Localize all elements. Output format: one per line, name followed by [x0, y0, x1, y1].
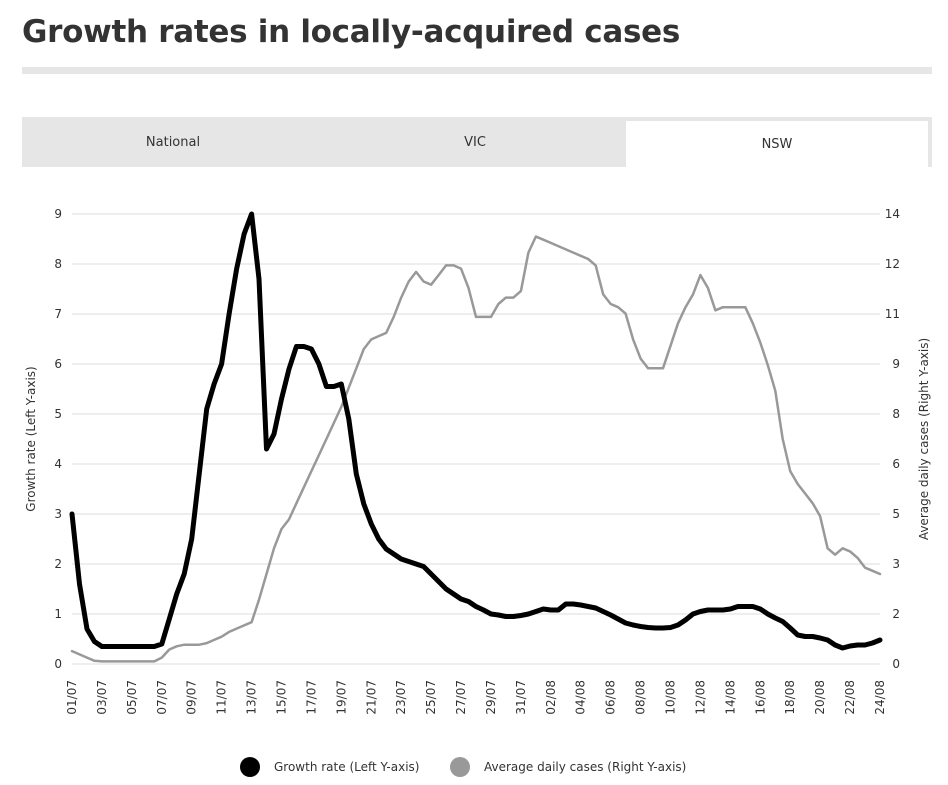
x-tick-label: 04/08 — [574, 680, 588, 715]
tab-vic-label: VIC — [464, 134, 486, 150]
x-tick-label: 09/07 — [185, 680, 199, 715]
right-y-tick-label: 0 — [892, 657, 900, 671]
right-y-tick-label: 11 — [885, 307, 900, 321]
x-tick-label: 05/07 — [125, 680, 139, 715]
legend-swatch-growth-rate — [240, 757, 260, 777]
x-tick-label: 16/08 — [753, 680, 767, 715]
page-title: Growth rates in locally-acquired cases — [22, 14, 680, 50]
left-y-tick-label: 2 — [54, 557, 62, 571]
left-y-tick-label: 9 — [54, 207, 62, 221]
tab-nsw-label: NSW — [761, 136, 793, 152]
tab-national[interactable]: National — [22, 117, 324, 167]
legend-item-growth-rate[interactable]: Growth rate (Left Y-axis) — [240, 757, 419, 777]
x-tick-label: 10/08 — [664, 680, 678, 715]
right-y-tick-label: 12 — [885, 257, 900, 271]
tab-nsw[interactable]: NSW — [626, 121, 928, 167]
legend-label-growth-rate: Growth rate (Left Y-axis) — [274, 760, 420, 774]
x-tick-label: 01/07 — [65, 680, 79, 715]
left-y-tick-label: 3 — [54, 507, 62, 521]
x-tick-label: 11/07 — [215, 680, 229, 715]
x-tick-label: 22/08 — [843, 680, 857, 715]
title-divider — [22, 67, 932, 74]
x-tick-label: 03/07 — [95, 680, 109, 715]
left-y-tick-label: 0 — [54, 657, 62, 671]
chart-legend: Growth rate (Left Y-axis) Average daily … — [0, 757, 948, 779]
left-y-tick-label: 7 — [54, 307, 62, 321]
x-tick-label: 08/08 — [634, 680, 648, 715]
x-tick-label: 25/07 — [424, 680, 438, 715]
right-y-tick-label: 2 — [892, 607, 900, 621]
x-tick-label: 21/07 — [364, 680, 378, 715]
left-y-tick-label: 5 — [54, 407, 62, 421]
x-tick-label: 20/08 — [813, 680, 827, 715]
right-y-tick-label: 6 — [892, 457, 900, 471]
right-y-axis-title: Average daily cases (Right Y-axis) — [917, 338, 931, 540]
left-y-tick-label: 1 — [54, 607, 62, 621]
legend-swatch-average-daily-cases — [450, 757, 470, 777]
tab-vic[interactable]: VIC — [324, 117, 626, 167]
legend-item-average-daily-cases[interactable]: Average daily cases (Right Y-axis) — [450, 757, 686, 777]
growth-rate-line — [69, 211, 883, 651]
x-tick-label: 12/08 — [693, 680, 707, 715]
x-tick-label: 24/08 — [873, 680, 887, 715]
x-tick-label: 31/07 — [514, 680, 528, 715]
x-tick-label: 07/07 — [155, 680, 169, 715]
x-tick-label: 06/08 — [604, 680, 618, 715]
x-tick-label: 13/07 — [245, 680, 259, 715]
x-tick-label: 02/08 — [544, 680, 558, 715]
right-y-tick-label: 5 — [892, 507, 900, 521]
tab-national-label: National — [145, 134, 201, 150]
legend-label-average-daily-cases: Average daily cases (Right Y-axis) — [484, 760, 687, 774]
x-tick-label: 14/08 — [723, 680, 737, 715]
left-y-tick-label: 4 — [54, 457, 62, 471]
right-y-tick-label: 3 — [892, 557, 900, 571]
x-tick-label: 29/07 — [484, 680, 498, 715]
x-tick-label: 27/07 — [454, 680, 468, 715]
x-tick-label: 17/07 — [304, 680, 318, 715]
region-tabs: National VIC NSW — [22, 117, 932, 167]
left-y-tick-label: 6 — [54, 357, 62, 371]
average-daily-cases-line — [70, 235, 882, 663]
x-tick-label: 15/07 — [274, 680, 288, 715]
right-y-tick-label: 8 — [892, 407, 900, 421]
left-y-axis-title: Growth rate (Left Y-axis) — [24, 366, 38, 511]
x-tick-label: 18/08 — [783, 680, 797, 715]
right-y-tick-label: 14 — [885, 207, 900, 221]
x-tick-label: 23/07 — [394, 680, 408, 715]
left-y-tick-label: 8 — [54, 257, 62, 271]
right-y-tick-label: 9 — [892, 357, 900, 371]
x-tick-label: 19/07 — [334, 680, 348, 715]
